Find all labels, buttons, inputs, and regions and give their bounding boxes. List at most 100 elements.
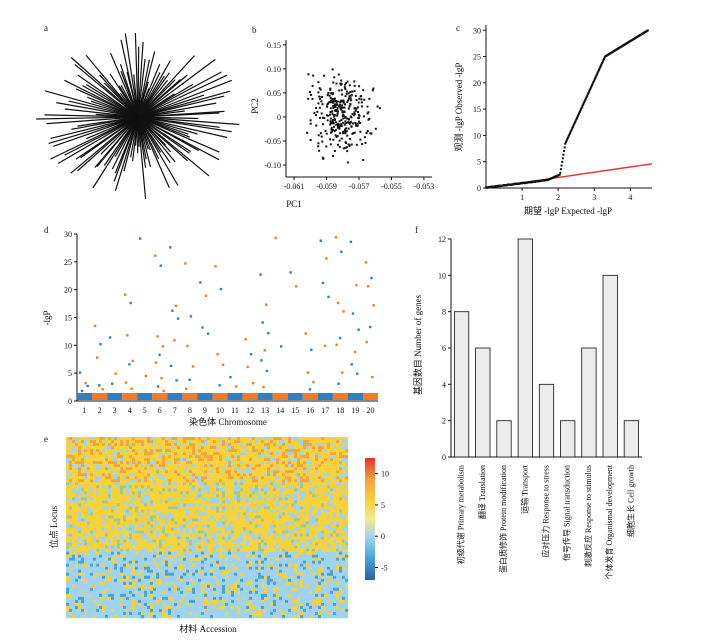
heatmap-cell xyxy=(156,485,160,489)
heatmap-cell xyxy=(138,470,142,474)
manhattan-point xyxy=(244,338,247,341)
manhattan-point xyxy=(114,372,117,375)
heatmap-cell xyxy=(168,563,172,567)
qq-point xyxy=(579,108,582,111)
pca-point xyxy=(341,110,344,113)
heatmap-cell xyxy=(342,455,346,459)
heatmap-cell xyxy=(177,470,181,474)
heatmap-cell xyxy=(261,494,265,498)
pca-point xyxy=(328,101,330,104)
heatmap-cell xyxy=(135,494,139,498)
heatmap-cell xyxy=(126,557,130,561)
heatmap-cell xyxy=(231,443,235,447)
heatmap-cell xyxy=(228,458,232,462)
heatmap-cell xyxy=(174,521,178,525)
pca-point xyxy=(338,105,341,108)
heatmap-cell xyxy=(225,500,229,504)
heatmap-cell xyxy=(75,554,79,558)
heatmap-cell xyxy=(342,509,346,513)
heatmap-cell xyxy=(165,482,169,486)
heatmap-cell xyxy=(111,551,115,555)
heatmap-cell xyxy=(264,542,268,546)
heatmap-cell xyxy=(249,473,253,477)
heatmap-cell xyxy=(288,509,292,513)
heatmap-cell xyxy=(105,485,109,489)
heatmap-cell xyxy=(264,470,268,474)
pca-point xyxy=(336,114,339,117)
heatmap-cell xyxy=(114,506,118,510)
heatmap-cell xyxy=(330,458,334,462)
qq-point xyxy=(572,124,575,127)
pca-point xyxy=(343,86,346,89)
heatmap-cell xyxy=(321,470,325,474)
heatmap-cell xyxy=(174,545,178,549)
heatmap-cell xyxy=(153,440,157,444)
heatmap-cell xyxy=(246,563,250,567)
heatmap-cell xyxy=(249,560,253,564)
heatmap-cell xyxy=(183,494,187,498)
heatmap-cell xyxy=(186,494,190,498)
heatmap-cell xyxy=(279,524,283,528)
heatmap-cell xyxy=(261,482,265,486)
heatmap-cell xyxy=(168,509,172,513)
heatmap-cell xyxy=(108,455,112,459)
heatmap-cell xyxy=(258,491,262,495)
heatmap-cell xyxy=(270,524,274,528)
pca-point xyxy=(360,105,363,108)
heatmap-cell xyxy=(81,539,85,543)
pca-x-tick-label: -0.055 xyxy=(381,182,402,191)
heatmap-cell xyxy=(336,464,340,468)
heatmap-cell xyxy=(81,527,85,531)
heatmap-cell xyxy=(69,485,73,489)
heatmap-cell xyxy=(300,494,304,498)
heatmap-cell xyxy=(75,470,79,474)
heatmap-cell xyxy=(78,473,82,477)
heatmap-cell xyxy=(183,452,187,456)
heatmap-cell xyxy=(144,551,148,555)
heatmap-cell xyxy=(204,497,208,501)
heatmap-cell xyxy=(117,494,121,498)
heatmap-cell xyxy=(261,533,265,537)
heatmap-cell xyxy=(135,530,139,534)
heatmap-cell xyxy=(330,563,334,567)
heatmap-cell xyxy=(246,551,250,555)
qq-point xyxy=(584,98,587,101)
heatmap-cell xyxy=(165,554,169,558)
heatmap-cell xyxy=(111,545,115,549)
heatmap-cell xyxy=(126,464,130,468)
heatmap-cell xyxy=(180,443,184,447)
heatmap-cell xyxy=(159,458,163,462)
heatmap-cell xyxy=(282,506,286,510)
heatmap-cell xyxy=(204,485,208,489)
heatmap-cell xyxy=(111,536,115,540)
heatmap-cell xyxy=(216,515,220,519)
heatmap-cell xyxy=(330,452,334,456)
heatmap-cell xyxy=(300,482,304,486)
heatmap-cell xyxy=(66,506,70,510)
heatmap-cell xyxy=(309,458,313,462)
tree-branch xyxy=(114,116,139,174)
heatmap-cell xyxy=(156,503,160,507)
heatmap-cell xyxy=(255,554,259,558)
heatmap-cell xyxy=(264,443,268,447)
heatmap-cell xyxy=(108,518,112,522)
heatmap-cell xyxy=(132,455,136,459)
heatmap-cell xyxy=(276,527,280,531)
manhattan-point xyxy=(162,389,165,393)
heatmap-cell xyxy=(111,461,115,465)
heatmap-cell xyxy=(291,563,295,567)
heatmap-cell xyxy=(342,524,346,528)
heatmap-cell xyxy=(288,485,292,489)
heatmap-cell xyxy=(279,446,283,450)
heatmap-cell xyxy=(285,530,289,534)
heatmap-cell xyxy=(252,560,256,564)
heatmap-cell xyxy=(90,455,94,459)
qq-point xyxy=(583,101,586,104)
heatmap-cell xyxy=(312,536,316,540)
heatmap-cell xyxy=(150,464,154,468)
heatmap-cell xyxy=(111,515,115,519)
pca-point xyxy=(313,111,316,114)
heatmap-cell xyxy=(120,497,124,501)
heatmap-cell xyxy=(288,476,292,480)
pca-point xyxy=(329,107,332,110)
